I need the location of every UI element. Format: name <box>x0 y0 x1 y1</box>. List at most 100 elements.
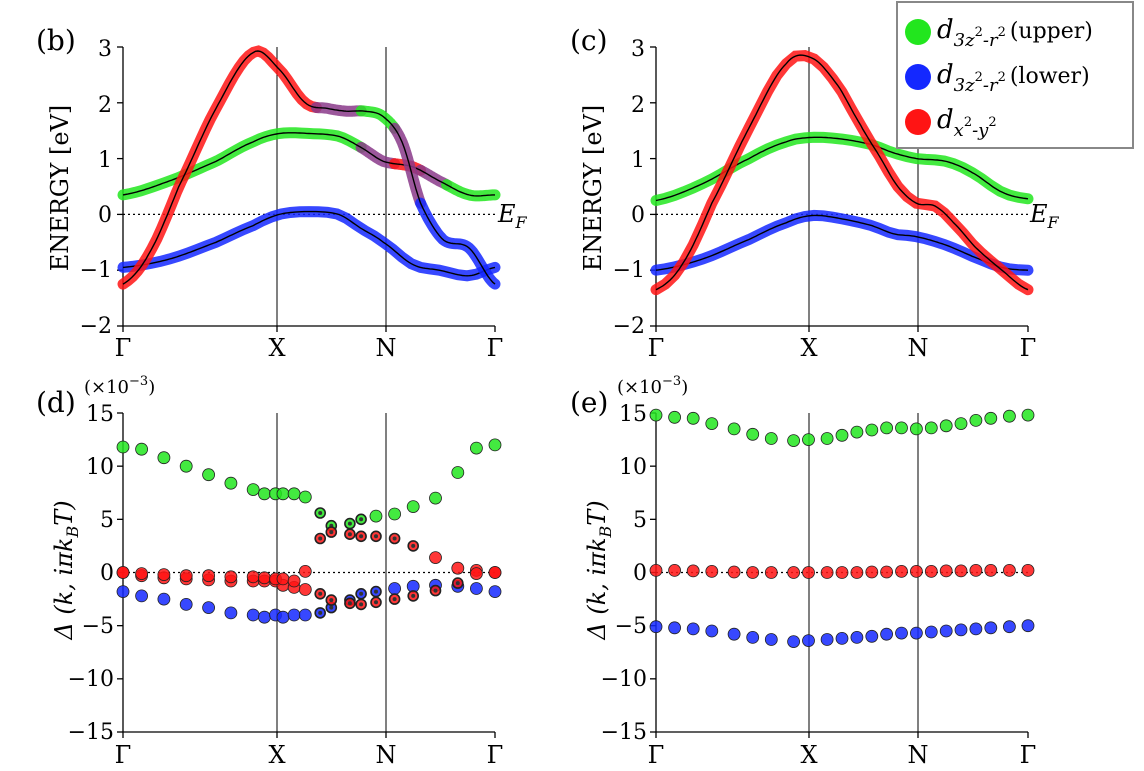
panel-b-yticks: 3 2 1 0 −1 −2 <box>80 37 112 339</box>
data-point-upper <box>116 440 130 454</box>
x-tick-gamma: Γ <box>115 741 132 769</box>
data-point-lower <box>865 629 879 643</box>
data-point-dx2 <box>298 565 312 578</box>
y-tick-label: 15 <box>86 402 114 427</box>
y-tick-label: 15 <box>619 402 647 427</box>
data-point-lower <box>895 626 908 640</box>
data-point-dx2 <box>802 566 815 579</box>
data-point-upper <box>969 413 983 427</box>
data-point-dx2 <box>686 564 700 578</box>
y-tick-label: 5 <box>633 508 647 533</box>
panel-d-label: (d) <box>36 386 76 419</box>
data-point-lower <box>649 620 663 634</box>
data-point-upper <box>388 507 402 521</box>
data-point-upper <box>764 432 778 445</box>
panel-d-multiplier: (×10−3) <box>84 374 155 398</box>
y-tick-label: 0 <box>100 561 114 586</box>
data-point-upper <box>1003 409 1016 423</box>
x-tick-x: X <box>268 741 285 769</box>
data-point-lower <box>298 608 312 622</box>
data-point-dx2 <box>969 564 983 577</box>
data-point-lower <box>179 598 193 611</box>
data-point-dx2 <box>202 569 216 583</box>
y-tick-label: 1 <box>631 148 645 173</box>
y-tick-label: −15 <box>68 720 114 745</box>
data-point-upper <box>939 419 953 433</box>
data-point-dx2 <box>835 566 849 579</box>
data-point-dx2 <box>469 567 483 580</box>
data-point-lower <box>835 632 849 645</box>
panel-e-gap-function: (e) (×10−3) Δ (k, iπkBT) 15 10 5 0 −5 −1… <box>570 374 1036 769</box>
data-point-mixed-core <box>374 600 378 605</box>
panel-e-label: (e) <box>570 386 608 419</box>
data-point-upper <box>984 411 998 425</box>
data-point-dx2 <box>705 565 719 578</box>
data-point-lower <box>802 634 815 647</box>
data-point-dx2 <box>116 566 130 579</box>
data-point-mixed-core <box>347 532 352 537</box>
legend-item-upper: d3z2-r2 (upper) <box>905 15 1093 51</box>
band-line <box>655 214 1029 271</box>
data-point-dx2 <box>246 570 260 584</box>
data-point-upper <box>406 500 420 514</box>
panel-b-band-structure: (b) ENERGY [eV] 3 2 1 0 −1 −2 Γ X N Γ EF <box>36 24 528 362</box>
data-point-mixed-core <box>329 605 334 610</box>
data-point-lower <box>388 582 402 595</box>
data-point-lower <box>910 626 923 640</box>
data-point-upper <box>746 427 760 441</box>
x-tick-gamma: Γ <box>1020 334 1037 362</box>
y-tick-label: 0 <box>98 203 112 228</box>
data-point-upper <box>429 491 442 505</box>
panel-c-ylabel: ENERGY [eV] <box>579 105 607 272</box>
data-point-dx2 <box>820 566 834 579</box>
x-tick-gamma: Γ <box>1020 741 1037 769</box>
panel-e-xticks: Γ X N Γ <box>648 741 1037 769</box>
data-point-dx2 <box>924 565 938 578</box>
panel-b-plot-area <box>117 45 501 332</box>
data-point-upper <box>802 433 815 447</box>
x-tick-gamma: Γ <box>115 334 132 362</box>
y-tick-label: 0 <box>631 203 645 228</box>
data-point-upper <box>276 487 290 501</box>
data-point-lower <box>1021 619 1035 633</box>
legend-swatch-dx2-y2 <box>905 109 931 135</box>
y-tick-label: −2 <box>613 314 645 339</box>
data-point-mixed-core <box>392 536 397 541</box>
data-point-mixed-core <box>318 536 323 541</box>
y-tick-label: −15 <box>601 720 647 745</box>
data-point-lower <box>257 610 271 624</box>
data-point-lower <box>705 624 719 638</box>
panel-d-ylabel: Δ (k, iπkBT) <box>50 500 82 640</box>
data-point-dx2 <box>1003 564 1016 577</box>
data-point-mixed-core <box>329 530 334 535</box>
data-point-upper <box>705 417 719 431</box>
data-point-dx2 <box>895 565 908 578</box>
panel-e-plot-area <box>649 408 1035 738</box>
data-point-dx2 <box>276 572 290 586</box>
panel-b-ylabel: ENERGY [eV] <box>46 105 74 272</box>
legend-label-lower: d3z2-r2 (lower) <box>937 60 1090 96</box>
data-point-mixed-core <box>359 517 364 522</box>
y-tick-label: 3 <box>631 37 645 62</box>
x-tick-n: N <box>908 741 929 769</box>
x-tick-gamma: Γ <box>648 334 665 362</box>
data-point-mixed-core <box>318 511 323 515</box>
data-point-dx2 <box>429 551 442 564</box>
data-point-upper <box>954 417 968 431</box>
data-point-upper <box>488 438 502 452</box>
y-tick-label: 10 <box>619 455 647 480</box>
data-point-upper <box>246 483 260 497</box>
panel-b-label: (b) <box>36 24 76 57</box>
data-point-mixed-core <box>359 534 364 539</box>
data-point-dx2 <box>668 564 681 577</box>
legend: d3z2-r2 (upper) d3z2-r2 (lower) dx2-y2 <box>896 1 1134 149</box>
y-tick-label: −1 <box>613 258 645 283</box>
data-point-mixed-core <box>374 534 378 539</box>
data-point-upper <box>910 422 923 436</box>
data-point-dx2 <box>984 564 998 577</box>
data-point-dx2 <box>1021 564 1035 577</box>
x-tick-gamma: Γ <box>487 741 504 769</box>
data-point-mixed-core <box>359 591 364 596</box>
band-character-lower <box>117 206 501 282</box>
